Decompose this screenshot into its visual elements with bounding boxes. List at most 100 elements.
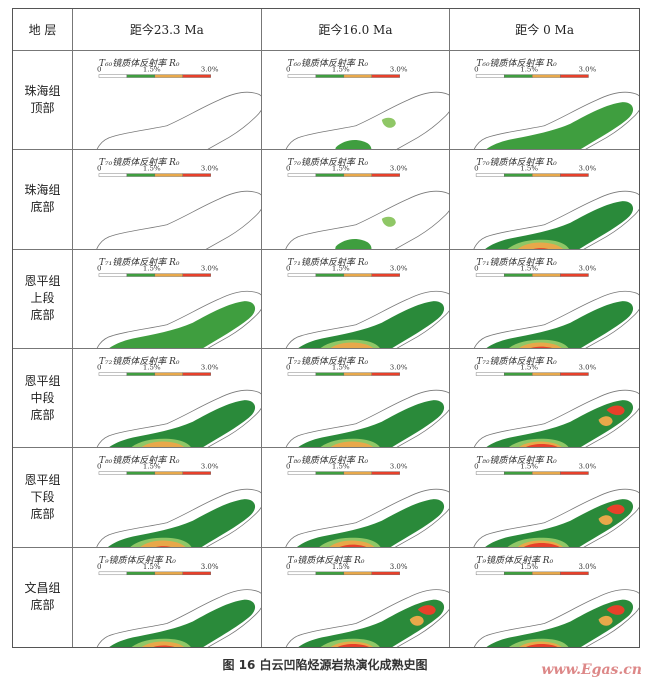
legend-title: T₇₂镜质体反射率 R₀ (476, 357, 557, 367)
basin-map: 0 1.5% 3.0% (96, 463, 261, 547)
legend-scale: 0 1.5% 3.0% (474, 563, 597, 575)
legend-max: 3.0% (201, 165, 219, 173)
basin-map: 0 1.5% 3.0% (474, 463, 639, 547)
maturity-map-cell: T₆₀镜质体反射率 R₀ 0 1.5% 3.0% (450, 51, 639, 151)
legend-min: 0 (97, 66, 101, 74)
legend-mid: 1.5% (143, 66, 161, 74)
legend-min: 0 (474, 463, 478, 471)
legend-color-band (560, 173, 590, 178)
legend-color-band (343, 571, 372, 575)
legend-mid: 1.5% (332, 66, 350, 74)
legend-color-band (532, 173, 561, 178)
legend-color-band (532, 372, 561, 376)
legend-min: 0 (286, 463, 290, 471)
red-zone (525, 643, 559, 647)
legend-color-band (560, 571, 590, 575)
orange-zone (329, 540, 374, 547)
layer-label: 珠海组 底部 (13, 150, 73, 250)
legend-title: T₆₀镜质体反射率 R₀ (99, 59, 180, 69)
basin-map: 0 1.5% 3.0% (96, 264, 261, 348)
legend-max: 3.0% (579, 264, 597, 272)
legend-color-band (126, 173, 156, 178)
legend-mid: 1.5% (332, 563, 350, 571)
legend-max: 3.0% (579, 364, 597, 372)
red-zone (530, 346, 554, 348)
legend-color-band (476, 471, 505, 476)
basin-outline (96, 489, 261, 547)
watermark: www.Egas.cn (541, 662, 642, 678)
legend-title: T₇₁镜质体反射率 R₀ (476, 257, 557, 268)
legend-mid: 1.5% (143, 264, 161, 272)
basin-outline (474, 389, 639, 448)
legend-mid: 1.5% (143, 463, 161, 471)
legend-color-band (476, 571, 505, 575)
legend-max: 3.0% (389, 563, 407, 571)
legend-scale: 0 1.5% 3.0% (97, 66, 219, 78)
legend-title: T₇₀镜质体反射率 R₀ (287, 158, 369, 169)
green-zone (335, 239, 371, 249)
green-zone (335, 140, 371, 150)
orange-zone (519, 342, 563, 348)
red-zone (341, 544, 365, 547)
legend-color-band (371, 471, 400, 476)
red-patch (606, 604, 625, 615)
legend-max: 3.0% (201, 563, 219, 571)
legend-color-band (560, 74, 590, 78)
green-zone (109, 300, 255, 348)
legend-min: 0 (474, 364, 478, 372)
orange-zone (141, 641, 185, 647)
basin-map: 0 1.5% 3.0% (285, 66, 450, 150)
green-zone (486, 499, 634, 547)
orange-zone (329, 441, 374, 448)
green-patch (381, 117, 396, 128)
maturity-map-cell: T₇₁镜质体反射率 R₀ 0 1.5% 3.0% (73, 249, 262, 349)
legend-color-band (315, 273, 344, 277)
legend-scale: 0 1.5% 3.0% (474, 165, 597, 178)
legend-max: 3.0% (389, 364, 407, 372)
legend-max: 3.0% (579, 165, 597, 173)
legend-scale: 0 1.5% 3.0% (97, 264, 219, 277)
legend-mid: 1.5% (332, 364, 350, 372)
legend-mid: 1.5% (143, 165, 161, 173)
orange-zone (329, 342, 374, 348)
basin-outline (96, 290, 261, 348)
legend-max: 3.0% (579, 463, 597, 471)
legend-color-band (476, 173, 505, 178)
legend-color-band (287, 273, 316, 277)
legend-color-band (287, 471, 316, 476)
legend-mid: 1.5% (521, 264, 539, 272)
legend-color-band (504, 471, 533, 476)
maturity-map-cell: T₇₀镜质体反射率 R₀ 0 1.5% 3.0% (73, 150, 262, 250)
legend-max: 3.0% (579, 66, 597, 74)
maturity-map-cell: T₉镜质体反射率 R₀ 0 1.5% 3.0% (262, 547, 451, 647)
legend-color-band (504, 74, 533, 78)
legend-color-band (315, 571, 344, 575)
legend-mid: 1.5% (521, 364, 539, 372)
legend-color-band (98, 173, 128, 178)
legend-scale: 0 1.5% 3.0% (97, 563, 219, 575)
legend-color-band (371, 571, 400, 575)
basin-outline (96, 91, 261, 150)
legend-min: 0 (286, 364, 290, 372)
legend-color-band (182, 571, 211, 575)
header-layer: 地 层 (13, 9, 73, 51)
legend-mid: 1.5% (521, 463, 539, 471)
legend-max: 3.0% (201, 364, 219, 372)
legend-max: 3.0% (579, 563, 597, 571)
basin-outline (285, 389, 450, 448)
legend-color-band (287, 173, 316, 178)
orange-patch (598, 615, 613, 626)
legend-min: 0 (97, 563, 101, 571)
legend-color-band (315, 173, 344, 178)
green-zone (486, 400, 634, 448)
basin-outline (474, 290, 639, 348)
layer-label: 珠海组 顶部 (13, 51, 73, 151)
legend-color-band (343, 372, 372, 376)
layer-label: 文昌组 底部 (13, 547, 73, 647)
legend-mid: 1.5% (332, 463, 350, 471)
legend-color-band (182, 471, 211, 476)
red-patch (417, 604, 436, 615)
legend-color-band (504, 571, 533, 575)
legend-color-band (287, 74, 316, 78)
legend-color-band (98, 571, 128, 575)
